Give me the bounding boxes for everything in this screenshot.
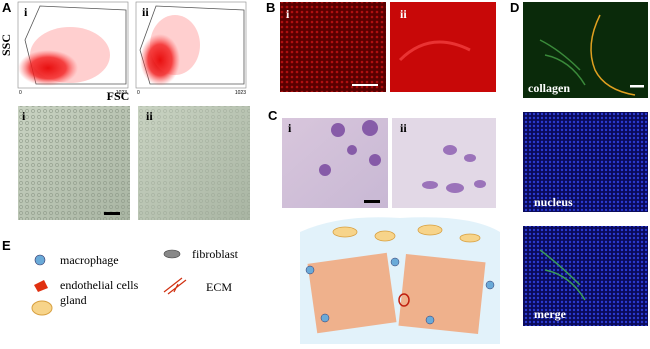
legend-icon bbox=[31, 300, 53, 316]
axis-tick: 1023 bbox=[235, 90, 246, 96]
legend-icon bbox=[163, 277, 187, 295]
fluorescence-image bbox=[280, 2, 386, 92]
legend-entry: endothelial cells bbox=[60, 278, 139, 292]
sub-label: ii bbox=[142, 5, 149, 19]
sub-label: i bbox=[24, 5, 28, 19]
sub-label: ii bbox=[400, 7, 407, 21]
sub-label: ii bbox=[146, 109, 153, 123]
panel-label: A bbox=[2, 0, 12, 15]
legend-entry: macrophage bbox=[60, 253, 119, 267]
sub-label: i bbox=[22, 109, 26, 123]
sub-label: i bbox=[288, 121, 292, 135]
histology-image bbox=[392, 118, 496, 208]
image-caption: nucleus bbox=[534, 195, 573, 209]
panel-label: E bbox=[2, 238, 11, 253]
axis-label: SSC bbox=[0, 34, 13, 56]
fluorescence-image bbox=[523, 112, 648, 212]
axis-tick: 0 bbox=[137, 90, 140, 96]
legend-entry: gland bbox=[60, 293, 87, 307]
sub-label: ii bbox=[400, 121, 407, 135]
flow-plot bbox=[17, 1, 129, 89]
panel-label: D bbox=[510, 0, 519, 15]
legend-entry: fibroblast bbox=[192, 247, 239, 261]
image-caption: merge bbox=[534, 307, 567, 321]
legend-icon bbox=[163, 249, 181, 259]
legend-icon bbox=[34, 280, 48, 292]
legend-entry: ECM bbox=[206, 280, 232, 294]
legend-icon bbox=[34, 254, 46, 266]
image-caption: collagen bbox=[528, 81, 570, 95]
panel-label: C bbox=[268, 108, 278, 123]
fluorescence-image bbox=[523, 2, 648, 98]
fluorescence-image bbox=[390, 2, 496, 92]
panel-label: B bbox=[266, 0, 275, 15]
fluorescence-image bbox=[523, 226, 648, 326]
axis-tick: 0 bbox=[19, 90, 22, 96]
sub-label: i bbox=[286, 7, 290, 21]
tissue-illustration bbox=[300, 217, 500, 344]
axis-tick: 1023 bbox=[116, 90, 127, 96]
axis-label: FSC bbox=[107, 89, 130, 103]
flow-plot bbox=[135, 1, 247, 89]
